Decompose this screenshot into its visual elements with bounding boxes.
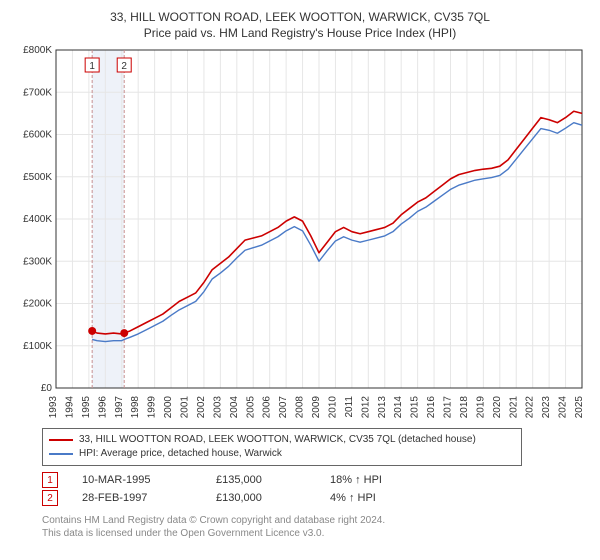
transaction-date-2: 28-FEB-1997: [82, 492, 192, 504]
legend-swatch-2: [49, 453, 73, 455]
svg-text:2010: 2010: [327, 396, 338, 419]
transaction-row-2: 2 28-FEB-1997 £130,000 4% ↑ HPI: [42, 490, 588, 506]
svg-text:2011: 2011: [344, 396, 355, 418]
transaction-pct-2: 4% ↑ HPI: [330, 492, 430, 504]
svg-text:2018: 2018: [459, 396, 470, 419]
svg-text:2024: 2024: [558, 396, 569, 419]
svg-text:£800K: £800K: [23, 45, 52, 56]
svg-text:2020: 2020: [492, 396, 503, 419]
transaction-price-1: £135,000: [216, 474, 306, 486]
svg-text:2003: 2003: [212, 396, 223, 419]
svg-text:2005: 2005: [245, 396, 256, 419]
svg-text:1994: 1994: [64, 396, 75, 419]
svg-text:2000: 2000: [163, 396, 174, 419]
legend-row-1: 33, HILL WOOTTON ROAD, LEEK WOOTTON, WAR…: [49, 433, 515, 447]
svg-text:2012: 2012: [360, 396, 371, 419]
svg-text:1: 1: [89, 61, 95, 72]
legend-label-1: 33, HILL WOOTTON ROAD, LEEK WOOTTON, WAR…: [79, 433, 476, 447]
chart-plot: £0 £100K £200K £300K £400K £500K £600K £700K £80…: [12, 42, 588, 422]
svg-text:£300K: £300K: [23, 256, 52, 267]
legend-label-2: HPI: Average price, detached house, Warw…: [79, 447, 282, 461]
svg-text:£600K: £600K: [23, 130, 52, 141]
transaction-price-2: £130,000: [216, 492, 306, 504]
svg-text:2004: 2004: [229, 396, 240, 419]
transaction-row-1: 1 10-MAR-1995 £135,000 18% ↑ HPI: [42, 472, 588, 488]
svg-text:£100K: £100K: [23, 341, 52, 352]
svg-text:2016: 2016: [426, 396, 437, 419]
chart-title-2: Price paid vs. HM Land Registry's House …: [12, 26, 588, 40]
svg-text:2013: 2013: [377, 396, 388, 419]
svg-text:1996: 1996: [97, 396, 108, 419]
svg-text:2006: 2006: [262, 396, 273, 419]
svg-text:2025: 2025: [574, 396, 585, 419]
svg-text:2023: 2023: [541, 396, 552, 419]
svg-text:2001: 2001: [180, 396, 191, 419]
svg-text:£0: £0: [41, 383, 53, 394]
svg-text:1998: 1998: [130, 396, 141, 419]
svg-text:2007: 2007: [278, 396, 289, 419]
svg-text:£200K: £200K: [23, 299, 52, 310]
svg-text:2002: 2002: [196, 396, 207, 419]
chart-title-1: 33, HILL WOOTTON ROAD, LEEK WOOTTON, WAR…: [12, 10, 588, 24]
legend-row-2: HPI: Average price, detached house, Warw…: [49, 447, 515, 461]
chart-container: 33, HILL WOOTTON ROAD, LEEK WOOTTON, WAR…: [0, 0, 600, 550]
svg-text:1993: 1993: [48, 396, 59, 419]
footer-line-2: This data is licensed under the Open Gov…: [42, 527, 588, 540]
transaction-date-1: 10-MAR-1995: [82, 474, 192, 486]
svg-text:2: 2: [121, 61, 127, 72]
svg-text:1999: 1999: [147, 396, 158, 419]
svg-text:1995: 1995: [81, 396, 92, 419]
svg-text:2019: 2019: [475, 396, 486, 419]
svg-text:2009: 2009: [311, 396, 322, 419]
svg-text:2008: 2008: [295, 396, 306, 419]
transactions-table: 1 10-MAR-1995 £135,000 18% ↑ HPI 2 28-FE…: [42, 472, 588, 506]
transaction-marker-1: 1: [42, 472, 58, 488]
svg-text:2015: 2015: [410, 396, 421, 419]
footer-text: Contains HM Land Registry data © Crown c…: [42, 514, 588, 540]
svg-text:£500K: £500K: [23, 172, 52, 183]
svg-text:2017: 2017: [443, 396, 454, 419]
svg-text:2014: 2014: [393, 396, 404, 419]
svg-text:2021: 2021: [508, 396, 519, 419]
svg-text:£400K: £400K: [23, 214, 52, 225]
transaction-pct-1: 18% ↑ HPI: [330, 474, 430, 486]
footer-line-1: Contains HM Land Registry data © Crown c…: [42, 514, 588, 527]
svg-text:£700K: £700K: [23, 87, 52, 98]
transaction-marker-2: 2: [42, 490, 58, 506]
svg-text:1997: 1997: [114, 396, 125, 419]
legend-swatch-1: [49, 439, 73, 441]
legend: 33, HILL WOOTTON ROAD, LEEK WOOTTON, WAR…: [42, 428, 522, 466]
svg-text:2022: 2022: [525, 396, 536, 419]
